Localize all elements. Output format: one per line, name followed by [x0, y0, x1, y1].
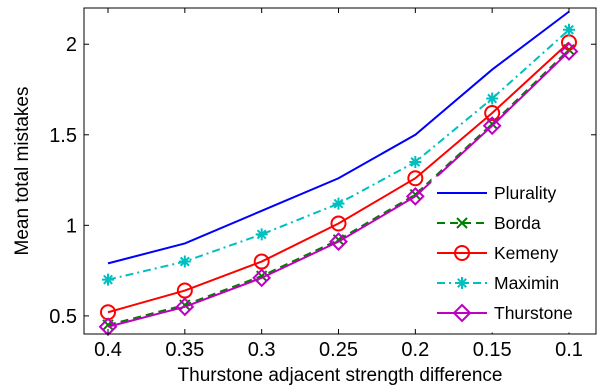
ticks-layer: 0.4 0.35 0.3 0.25 0.2 0.15 0.1 0.5 1 1.5 2 [49, 8, 596, 361]
point-maximin-4 [409, 155, 422, 168]
legend-label-borda: Borda [494, 213, 541, 233]
legend-box [431, 176, 596, 333]
point-maximin-1 [178, 255, 191, 268]
point-maximin-3 [332, 197, 345, 210]
series-maximin [102, 23, 575, 286]
x-tick-label-0: 0.4 [94, 339, 122, 361]
point-thurstone-2 [252, 268, 272, 288]
y-tick-label-0: 0.5 [49, 306, 77, 328]
legend-marker-borda [456, 217, 468, 229]
x-tick-label-2: 0.3 [248, 339, 276, 361]
plot-frame [83, 7, 597, 335]
y-tick-label-1: 1 [66, 215, 77, 237]
x-axis-title: Thurstone adjacent strength difference [178, 365, 503, 385]
series-line-kemeny [107, 41, 570, 314]
legend-marker-maximin [456, 277, 468, 289]
x-tick-label-3: 0.25 [319, 339, 358, 361]
series-layer [98, 10, 579, 337]
x-tick-label-6: 0.1 [555, 339, 583, 361]
point-kemeny-5 [484, 105, 501, 122]
point-maximin-5 [486, 92, 499, 105]
y-axis-title: Mean total mistakes [12, 87, 33, 256]
point-thurstone-3 [329, 232, 348, 252]
series-thurstone [98, 42, 579, 337]
point-thurstone-4 [405, 186, 425, 206]
series-plurality [107, 10, 570, 265]
legend: Plurality Borda Kemeny Maximin Thurstone [431, 176, 596, 333]
x-tick-label-1: 0.35 [165, 339, 204, 361]
legend-label-plurality: Plurality [494, 183, 556, 203]
legend-label-thurstone: Thurstone [494, 303, 573, 323]
point-kemeny-4 [407, 170, 424, 187]
legend-label-maximin: Maximin [494, 273, 559, 293]
point-maximin-2 [255, 228, 268, 241]
point-maximin-0 [102, 273, 114, 286]
point-maximin-6 [563, 23, 575, 36]
point-thurstone-6 [559, 42, 579, 61]
point-thurstone-1 [175, 297, 195, 317]
series-line-plurality [107, 10, 570, 265]
point-kemeny-3 [330, 215, 347, 232]
series-line-thurstone [107, 50, 570, 328]
point-thurstone-5 [482, 116, 502, 136]
y-tick-label-3: 2 [66, 34, 77, 56]
x-tick-label-5: 0.15 [473, 339, 512, 361]
legend-marker-kemeny [454, 245, 470, 261]
legend-marker-thurstone [452, 303, 472, 323]
legend-label-kemeny: Kemeny [494, 243, 558, 263]
point-thurstone-0 [98, 317, 118, 337]
y-tick-label-2: 1.5 [49, 125, 77, 147]
x-tick-label-4: 0.2 [401, 339, 429, 361]
